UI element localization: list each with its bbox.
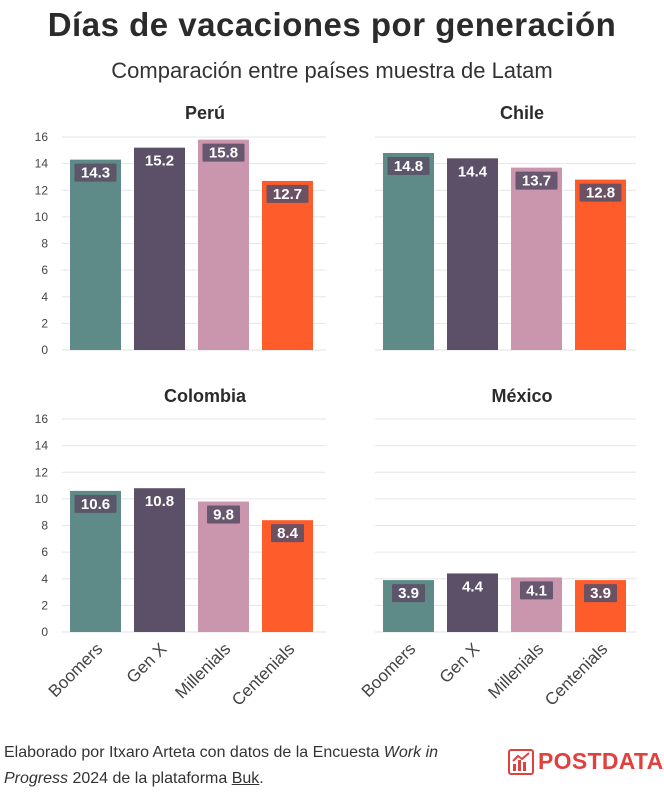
source-text-2: 2024 de la plataforma (68, 770, 232, 787)
colombia-value-label-bg-millenials (207, 505, 240, 524)
colombia-y-tick-label: 8 (41, 519, 48, 533)
peru-bar-millenials (198, 139, 249, 350)
colombia-x-tick-label-centenials: Centenials (228, 639, 298, 709)
mexico-x-tick-label-boomers: Boomers (358, 639, 420, 701)
peru-y-tick-label: 10 (35, 210, 49, 224)
mexico-value-label-bg-gen-x (456, 577, 489, 596)
peru-y-tick-label: 14 (35, 157, 49, 171)
mexico-x-tick-label-millenials: Millenials (484, 639, 547, 702)
chile-value-label-millenials: 13.7 (522, 173, 551, 190)
chile-panel-title: Chile (500, 103, 544, 123)
mexico-value-label-millenials: 4.1 (526, 582, 547, 599)
chile-bar-gen-x (447, 158, 498, 350)
mexico-value-label-centenials: 3.9 (590, 585, 611, 602)
colombia-value-label-bg-centenials (271, 524, 304, 543)
chile-value-label-bg-boomers (387, 156, 430, 175)
peru-value-label-bg-centenials (266, 184, 309, 203)
chile-value-label-boomers: 14.8 (394, 158, 423, 175)
mexico-x-tick-label-centenials: Centenials (541, 639, 611, 709)
peru-value-label-boomers: 14.3 (81, 165, 110, 182)
source-survey-name: Work in Progress (4, 744, 439, 787)
chile-value-label-bg-millenials (515, 171, 558, 190)
charts-area: Perú 0 2 4 6 8 10 12 14 16 14.3 15.2 15.8 12.7 Chile 14… (35, 103, 636, 710)
peru-y-tick-label: 8 (41, 237, 48, 251)
mexico-value-label-bg-centenials (584, 584, 617, 603)
postdata-logo: POSTDATA (508, 748, 664, 775)
bar-chart-logo-icon (508, 748, 534, 775)
peru-value-label-bg-boomers (74, 163, 117, 182)
source-platform-link[interactable]: Buk (231, 770, 260, 787)
colombia-value-label-bg-gen-x (138, 492, 181, 511)
peru-y-tick-label: 16 (35, 130, 49, 144)
colombia-panel-title: Colombia (164, 386, 247, 406)
source-text-end: . (259, 770, 264, 787)
peru-value-label-bg-millenials (202, 143, 245, 162)
colombia-bar-gen-x (134, 488, 185, 632)
mexico-x-tick-label-gen-x: Gen X (436, 639, 484, 687)
chile-value-label-centenials: 12.8 (586, 185, 615, 202)
source-note: Elaborado por Itxaro Arteta con datos de… (4, 740, 504, 792)
peru-y-tick-label: 0 (41, 343, 48, 357)
chart-subtitle: Comparación entre países muestra de Lata… (111, 58, 553, 83)
logo-text: POSTDATA (538, 748, 664, 774)
colombia-value-label-gen-x: 10.8 (145, 493, 174, 510)
peru-y-tick-label: 4 (41, 290, 48, 304)
peru-panel-title: Perú (185, 103, 225, 123)
peru-value-label-bg-gen-x (138, 151, 181, 170)
chile-value-label-gen-x: 14.4 (458, 163, 488, 180)
colombia-bar-boomers (70, 490, 121, 632)
chile-bar-centenials (575, 179, 626, 350)
chile-value-label-bg-gen-x (451, 162, 494, 181)
peru-bar-boomers (70, 159, 121, 350)
peru-bar-centenials (262, 180, 313, 350)
colombia-x-tick-label-millenials: Millenials (171, 639, 234, 702)
colombia-value-label-centenials: 8.4 (277, 525, 299, 542)
mexico-panel-title: México (491, 386, 552, 406)
source-text-1: Elaborado por Itxaro Arteta con datos de… (4, 744, 384, 761)
peru-value-label-millenials: 15.8 (209, 145, 238, 162)
mexico-value-label-bg-boomers (392, 584, 425, 603)
mexico-value-label-gen-x: 4.4 (462, 578, 484, 595)
colombia-x-tick-label-gen-x: Gen X (123, 639, 171, 687)
mexico-value-label-boomers: 3.9 (398, 585, 419, 602)
peru-y-tick-label: 12 (35, 183, 49, 197)
peru-y-tick-label: 6 (41, 263, 48, 277)
chile-bar-millenials (511, 167, 562, 350)
peru-bar-gen-x (134, 147, 185, 350)
chile-bar-boomers (383, 152, 434, 350)
colombia-y-tick-label: 0 (41, 625, 48, 639)
colombia-value-label-millenials: 9.8 (213, 507, 234, 524)
peru-value-label-centenials: 12.7 (273, 186, 302, 203)
peru-value-label-gen-x: 15.2 (145, 153, 174, 170)
colombia-y-tick-label: 12 (35, 465, 49, 479)
colombia-value-label-bg-boomers (74, 494, 117, 513)
colombia-y-tick-label: 16 (35, 412, 49, 426)
colombia-y-tick-label: 10 (35, 492, 49, 506)
peru-y-tick-label: 2 (41, 316, 48, 330)
colombia-y-tick-label: 14 (35, 439, 49, 453)
colombia-y-tick-label: 4 (41, 572, 48, 586)
colombia-y-tick-label: 2 (41, 598, 48, 612)
chile-value-label-bg-centenials (579, 183, 622, 202)
colombia-x-tick-label-boomers: Boomers (45, 639, 107, 701)
mexico-value-label-bg-millenials (520, 581, 553, 600)
colombia-value-label-boomers: 10.6 (81, 496, 110, 513)
chart-title: Días de vacaciones por generación (47, 6, 617, 43)
colombia-y-tick-label: 6 (41, 545, 48, 559)
